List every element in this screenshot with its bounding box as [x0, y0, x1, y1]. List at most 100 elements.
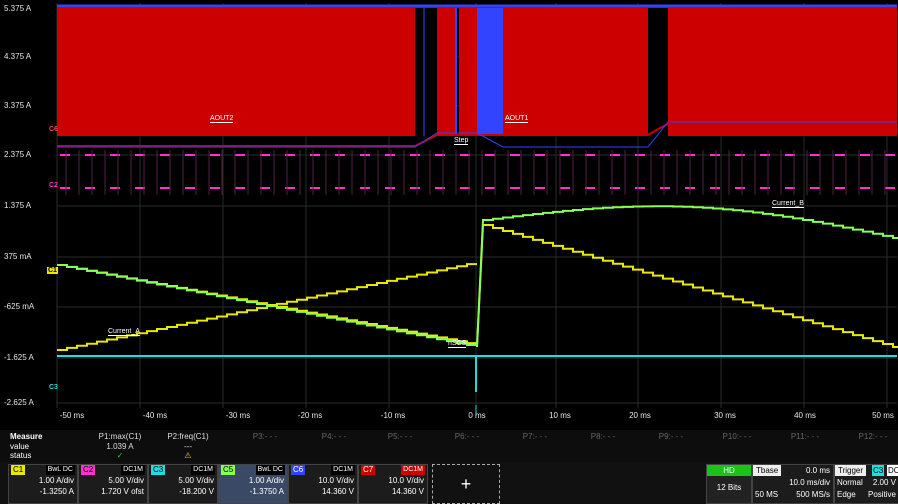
trace-label-aout2: AOUT2 [210, 115, 233, 123]
hd-title: HD [707, 465, 751, 476]
timebase-title: Tbase [753, 465, 781, 476]
y-label-4375: 4.375 A [4, 52, 31, 61]
param-p10[interactable]: P10:- - - [702, 432, 772, 441]
y-label-neg1625: -1.625 A [4, 353, 34, 362]
param-p8[interactable]: P8:- - - [568, 432, 638, 441]
measure-status-label: status [10, 451, 31, 460]
y-label-2375: 2.375 A [4, 150, 31, 159]
channel-c1-box[interactable]: C1 BwL DC 1.00 A/div -1.3250 A [8, 464, 78, 504]
c7-tag: DC1M [401, 465, 425, 475]
param-p12[interactable]: P12:- - - [838, 432, 898, 441]
c2-scale: 5.00 V/div [79, 475, 147, 486]
marker-c6[interactable]: C6 [49, 126, 58, 133]
timebase-samples: 50 MS [755, 489, 778, 501]
channel-c3-box[interactable]: C3 DC1M 5.00 V/div -18.200 V [148, 464, 218, 504]
x-label-neg50: -50 ms [60, 411, 84, 420]
c1-scale: 1.00 A/div [9, 475, 77, 486]
measure-value-row: value 1.039 A --- [0, 442, 898, 451]
timebase-div: 10.0 ms/div [753, 477, 833, 489]
measure-panel: Measure P1:max(C1) P2:freq(C1) P3:- - - … [0, 430, 898, 462]
channel-descriptor-bar: C1 BwL DC 1.00 A/div -1.3250 A C2 DC1M 5.0… [0, 462, 898, 504]
y-label-1375: 1.375 A [4, 201, 31, 210]
trigger-channel: C3 [872, 465, 884, 476]
trace-gap [415, 8, 437, 136]
trace-c7-block [668, 8, 897, 136]
param-p1[interactable]: P1:max(C1) [85, 432, 155, 441]
c1-tag: BwL DC [46, 465, 75, 475]
x-label-neg30: -30 ms [226, 411, 250, 420]
param-p7[interactable]: P7:- - - [500, 432, 570, 441]
trigger-type: Edge [837, 489, 856, 501]
trace-gap [648, 8, 668, 136]
marker-c1[interactable]: C1 [47, 267, 58, 274]
c7-scale: 10.0 V/div [359, 475, 427, 486]
c1-name: C1 [11, 465, 25, 475]
x-label-40: 40 ms [794, 411, 816, 420]
check-icon: ✓ [85, 451, 155, 460]
param-p5[interactable]: P5:- - - [365, 432, 435, 441]
trace-label-nscs: nSCS [448, 340, 466, 348]
marker-c3[interactable]: C3 [49, 384, 58, 391]
channel-c7-box[interactable]: C7 DC1M 10.0 V/div 14.360 V [358, 464, 428, 504]
trace-label-step: Step [454, 137, 468, 145]
param-p6[interactable]: P6:- - - [432, 432, 502, 441]
c5-tag: BwL DC [256, 465, 285, 475]
trace-c7-block [459, 8, 477, 136]
trace-c7-block [57, 8, 415, 136]
measure-status-row: status ✓ ⚠ [0, 451, 898, 460]
channel-c6-box[interactable]: C6 DC1M 10.0 V/div 14.360 V [288, 464, 358, 504]
trigger-level: 2.00 V [873, 477, 896, 489]
y-label-5375: 5.375 A [4, 4, 31, 13]
c6-offset: 14.360 V [289, 486, 357, 497]
y-label-neg2625: -2.625 A [4, 398, 34, 407]
c6-name: C6 [291, 465, 305, 475]
c3-tag: DC1M [191, 465, 215, 475]
c7-offset: 14.360 V [359, 486, 427, 497]
timebase-box[interactable]: Tbase 0.0 ms 10.0 ms/div 50 MS 500 MS/s [752, 464, 834, 504]
trigger-box[interactable]: Trigger C3 DC Normal 2.00 V Edge Positive [834, 464, 898, 504]
channel-c2-box[interactable]: C2 DC1M 5.00 V/div 1.720 V ofst [78, 464, 148, 504]
c1-offset: -1.3250 A [9, 486, 77, 497]
waveform-plot [0, 0, 898, 428]
hd-bits: 12 Bits [707, 476, 751, 500]
x-label-20: 20 ms [629, 411, 651, 420]
measure-value-label: value [10, 442, 29, 451]
trigger-mode: Normal [837, 477, 863, 489]
x-label-neg10: -10 ms [381, 411, 405, 420]
p2-value: --- [153, 442, 223, 451]
y-label-3375: 3.375 A [4, 101, 31, 110]
param-p4[interactable]: P4:- - - [299, 432, 369, 441]
c5-scale: 1.00 A/div [219, 475, 287, 486]
c6-tag: DC1M [331, 465, 355, 475]
measure-title: Measure [10, 432, 42, 441]
x-label-0: 0 ms [468, 411, 485, 420]
c7-name: C7 [361, 465, 375, 475]
x-label-neg20: -20 ms [298, 411, 322, 420]
param-p11[interactable]: P11:- - - [770, 432, 840, 441]
param-p3[interactable]: P3:- - - [230, 432, 300, 441]
c5-name: C5 [221, 465, 235, 475]
trace-label-aout1: AOUT1 [505, 115, 528, 123]
y-label-375m: 375 mA [4, 252, 32, 261]
c2-offset: 1.720 V ofst [79, 486, 147, 497]
x-label-neg40: -40 ms [143, 411, 167, 420]
warning-icon: ⚠ [153, 451, 223, 460]
trace-c6-block [477, 8, 503, 136]
param-p9[interactable]: P9:- - - [636, 432, 706, 441]
measure-header-row: Measure P1:max(C1) P2:freq(C1) P3:- - - … [0, 432, 898, 441]
x-label-50: 50 ms [872, 411, 894, 420]
y-label-neg625m: -625 mA [4, 302, 34, 311]
add-channel-button[interactable]: + [432, 464, 500, 504]
hd-resolution-box[interactable]: HD 12 Bits [706, 464, 752, 504]
param-p2[interactable]: P2:freq(C1) [153, 432, 223, 441]
timebase-offset: 0.0 ms [806, 465, 830, 477]
channel-c5-box[interactable]: C5 BwL DC 1.00 A/div -1.3750 A [218, 464, 288, 504]
x-label-10: 10 ms [549, 411, 571, 420]
c3-name: C3 [151, 465, 165, 475]
trigger-title: Trigger [835, 465, 866, 476]
c3-offset: -18.200 V [149, 486, 217, 497]
trace-label-current-a: Current_A [108, 328, 140, 336]
p1-value: 1.039 A [85, 442, 155, 451]
marker-c2[interactable]: C2 [49, 182, 58, 189]
waveform-display[interactable]: 5.375 A 4.375 A 3.375 A 2.375 A 1.375 A … [0, 0, 898, 428]
